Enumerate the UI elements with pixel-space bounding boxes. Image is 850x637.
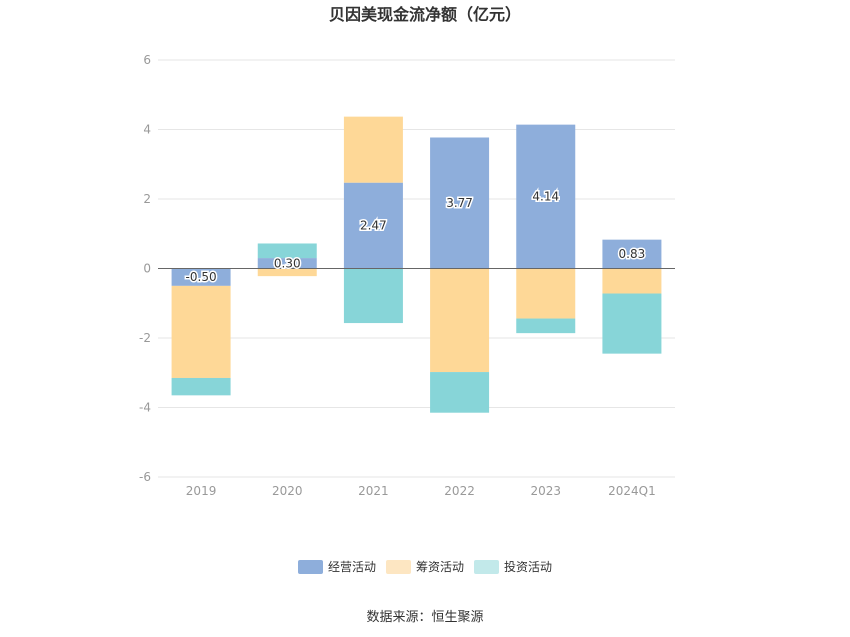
bar-筹资活动 bbox=[516, 268, 576, 319]
bar-筹资活动 bbox=[171, 285, 231, 378]
data-label: 2.47 bbox=[360, 219, 387, 233]
legend-swatch bbox=[386, 560, 411, 574]
y-tick-label: -4 bbox=[139, 401, 151, 415]
x-tick-label: 2022 bbox=[444, 484, 475, 498]
data-label: 0.30 bbox=[274, 256, 301, 270]
bar-投资活动 bbox=[171, 377, 231, 396]
chart-title: 贝因美现金流净额（亿元） bbox=[329, 5, 521, 24]
x-tick-label: 2023 bbox=[530, 484, 561, 498]
legend-label: 投资活动 bbox=[504, 559, 552, 574]
data-labels: -0.50 0.30 2.47 3.77 4.14 0.83 bbox=[184, 188, 647, 286]
y-tick-label: -6 bbox=[139, 470, 151, 484]
bar-经营活动 bbox=[171, 268, 231, 286]
legend-swatch bbox=[474, 560, 499, 574]
y-tick-label: -2 bbox=[139, 331, 151, 345]
x-tick-label: 2019 bbox=[186, 484, 217, 498]
bar-投资活动 bbox=[430, 372, 490, 413]
bar-筹资活动 bbox=[257, 268, 317, 277]
x-tick-label: 2024Q1 bbox=[608, 484, 656, 498]
bar-经营活动 bbox=[430, 137, 490, 269]
data-label: 4.14 bbox=[532, 190, 559, 204]
x-axis: 2019 2020 2021 2022 2023 2024Q1 bbox=[186, 484, 656, 498]
data-label: -0.50 bbox=[186, 270, 217, 284]
y-tick-label: 4 bbox=[143, 123, 151, 137]
x-tick-label: 2020 bbox=[272, 484, 303, 498]
data-label: 0.83 bbox=[619, 247, 646, 261]
bar-投资活动 bbox=[516, 318, 576, 334]
bar-经营活动 bbox=[516, 124, 576, 269]
legend-label: 筹资活动 bbox=[416, 560, 464, 574]
bar-投资活动 bbox=[343, 268, 403, 324]
data-label: 3.77 bbox=[446, 196, 473, 210]
bar-筹资活动 bbox=[343, 116, 403, 183]
legend: 经营活动 筹资活动 投资活动 bbox=[298, 559, 552, 574]
bar-投资活动 bbox=[602, 293, 662, 354]
bar-经营活动 bbox=[257, 258, 317, 269]
y-tick-label: 6 bbox=[143, 53, 151, 67]
legend-swatch bbox=[298, 560, 323, 574]
x-tick-label: 2021 bbox=[358, 484, 389, 498]
bar-投资活动 bbox=[257, 243, 317, 259]
y-tick-label: 0 bbox=[143, 262, 151, 276]
source-label: 数据来源：恒生聚源 bbox=[366, 610, 483, 625]
bar-筹资活动 bbox=[430, 268, 490, 373]
grid bbox=[158, 59, 675, 478]
y-tick-label: 2 bbox=[143, 192, 151, 206]
bar-经营活动 bbox=[343, 182, 403, 269]
bar-筹资活动 bbox=[602, 268, 662, 294]
y-axis: 6 4 2 0 -2 -4 -6 bbox=[139, 53, 151, 484]
legend-label: 经营活动 bbox=[328, 560, 376, 574]
bar-经营活动 bbox=[602, 239, 662, 269]
bars bbox=[171, 116, 662, 413]
